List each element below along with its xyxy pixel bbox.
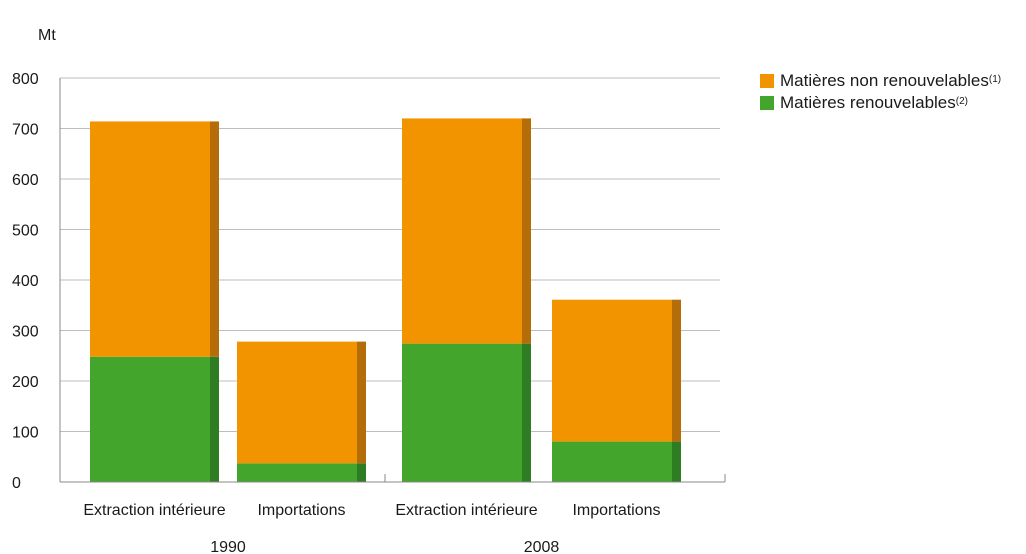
bar-side [210, 356, 219, 482]
legend-note-non-renewable: (1) [988, 73, 1002, 85]
bar-side [357, 341, 366, 464]
y-tick-label: 300 [12, 324, 39, 341]
y-tick-label: 200 [12, 374, 39, 391]
x-axis-labels: Extraction intérieure Importations Extract… [83, 502, 660, 554]
bar-side [357, 463, 366, 482]
y-axis-title: Mt [38, 27, 56, 44]
y-tick-label: 100 [12, 425, 39, 442]
legend-swatch-non-renewable [760, 74, 774, 88]
bar-side [672, 299, 681, 442]
legend: Matières non renouvelables (1) Matières r… [760, 70, 1001, 114]
x-tick-label: Importations [572, 502, 660, 519]
x-tick-label: Importations [257, 502, 345, 519]
legend-note-renewable: (2) [955, 95, 968, 107]
y-tick-label: 800 [12, 71, 39, 88]
bar [237, 463, 357, 482]
legend-item-renewable: Matières renouvelables (2) [760, 92, 1001, 114]
bar [90, 121, 210, 357]
y-tick-label: 400 [12, 273, 39, 290]
bar-side [522, 118, 531, 344]
x-tick-label: Extraction intérieure [395, 502, 537, 519]
x-group-label: 2008 [524, 539, 560, 554]
bar-side [522, 343, 531, 482]
y-tick-label: 700 [12, 122, 39, 139]
bar-side [672, 441, 681, 482]
bar-side [210, 121, 219, 357]
y-axis-ticks: 0 100 200 300 400 500 600 700 800 [12, 71, 39, 492]
legend-item-non-renewable: Matières non renouvelables (1) [760, 70, 1001, 92]
bar [90, 356, 210, 482]
bar [552, 299, 672, 442]
bars [90, 118, 681, 482]
legend-label-renewable: Matières renouvelables [780, 93, 956, 112]
x-group-label: 1990 [210, 539, 246, 554]
y-tick-label: 500 [12, 223, 39, 240]
y-tick-label: 0 [12, 475, 21, 492]
legend-label-non-renewable: Matières non renouvelables [780, 71, 989, 90]
bar [402, 343, 522, 482]
bar [552, 441, 672, 482]
bar [402, 118, 522, 344]
x-axis [59, 78, 726, 483]
x-tick-label: Extraction intérieure [83, 502, 225, 519]
bar [237, 341, 357, 464]
legend-swatch-renewable [760, 96, 774, 110]
y-tick-label: 600 [12, 172, 39, 189]
